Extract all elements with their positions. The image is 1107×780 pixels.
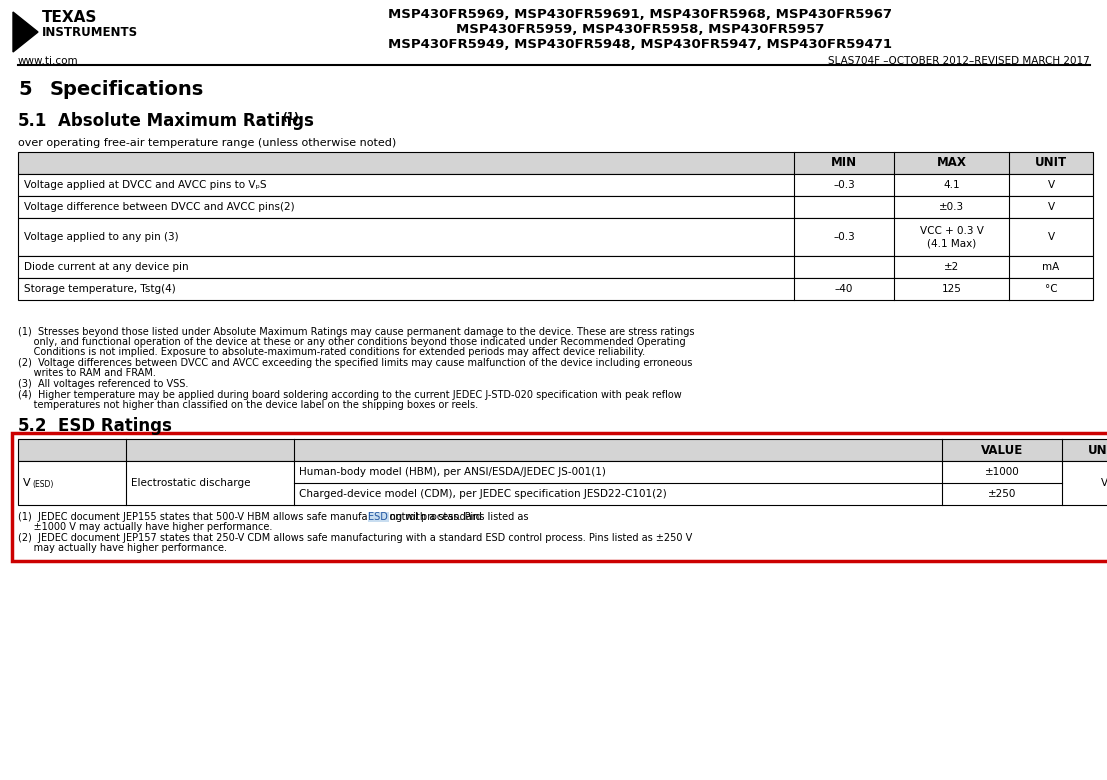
Text: MSP430FR5959, MSP430FR5958, MSP430FR5957: MSP430FR5959, MSP430FR5958, MSP430FR5957 xyxy=(456,23,825,36)
Text: ±1000: ±1000 xyxy=(984,467,1020,477)
Text: Voltage applied at DVCC and AVCC pins to VₚS: Voltage applied at DVCC and AVCC pins to… xyxy=(24,180,267,190)
Text: INSTRUMENTS: INSTRUMENTS xyxy=(42,26,138,39)
Text: V: V xyxy=(1047,180,1055,190)
Polygon shape xyxy=(13,12,38,52)
Text: (4)  Higher temperature may be applied during board soldering according to the c: (4) Higher temperature may be applied du… xyxy=(18,390,682,400)
Text: (1): (1) xyxy=(282,112,299,122)
Text: V: V xyxy=(1047,202,1055,212)
Text: V: V xyxy=(1100,478,1107,488)
Bar xyxy=(18,196,1093,218)
Text: (2)  Voltage differences between DVCC and AVCC exceeding the specified limits ma: (2) Voltage differences between DVCC and… xyxy=(18,358,692,368)
Text: (3)  All voltages referenced to VSS.: (3) All voltages referenced to VSS. xyxy=(18,379,188,389)
Text: MSP430FR5949, MSP430FR5948, MSP430FR5947, MSP430FR59471: MSP430FR5949, MSP430FR5948, MSP430FR5947… xyxy=(387,38,892,51)
Text: UNIT: UNIT xyxy=(1088,444,1107,456)
Text: ±1000 V may actually have higher performance.: ±1000 V may actually have higher perform… xyxy=(18,522,272,532)
Text: SLAS704F –OCTOBER 2012–REVISED MARCH 2017: SLAS704F –OCTOBER 2012–REVISED MARCH 201… xyxy=(828,56,1090,66)
Text: Specifications: Specifications xyxy=(50,80,205,99)
Text: may actually have higher performance.: may actually have higher performance. xyxy=(18,543,227,553)
Text: Storage temperature, Tstg(4): Storage temperature, Tstg(4) xyxy=(24,284,176,294)
Text: VALUE: VALUE xyxy=(981,444,1023,456)
Text: 125: 125 xyxy=(942,284,962,294)
Bar xyxy=(18,278,1093,300)
Text: Charged-device model (CDM), per JEDEC specification JESD22-C101(2): Charged-device model (CDM), per JEDEC sp… xyxy=(299,489,666,499)
Text: MSP430FR5969, MSP430FR59691, MSP430FR5968, MSP430FR5967: MSP430FR5969, MSP430FR59691, MSP430FR596… xyxy=(387,8,892,21)
Bar xyxy=(18,256,1093,278)
Text: MIN: MIN xyxy=(831,157,857,169)
Text: writes to RAM and FRAM.: writes to RAM and FRAM. xyxy=(18,368,156,378)
Text: 4.1: 4.1 xyxy=(943,180,960,190)
Text: www.ti.com: www.ti.com xyxy=(18,56,79,66)
Text: UNIT: UNIT xyxy=(1035,157,1067,169)
Text: over operating free-air temperature range (unless otherwise noted): over operating free-air temperature rang… xyxy=(18,138,396,148)
Text: Diode current at any device pin: Diode current at any device pin xyxy=(24,262,188,272)
Text: (ESD): (ESD) xyxy=(32,480,53,490)
Text: ESD: ESD xyxy=(369,512,389,522)
Text: 5: 5 xyxy=(18,80,32,99)
Text: ESD Ratings: ESD Ratings xyxy=(58,417,172,435)
Text: Voltage difference between DVCC and AVCC pins(2): Voltage difference between DVCC and AVCC… xyxy=(24,202,294,212)
Text: Electrostatic discharge: Electrostatic discharge xyxy=(131,478,250,488)
Text: Voltage applied to any pin (3): Voltage applied to any pin (3) xyxy=(24,232,178,242)
Text: mA: mA xyxy=(1043,262,1059,272)
Text: 5.1: 5.1 xyxy=(18,112,48,130)
Text: Conditions is not implied. Exposure to absolute-maximum-rated conditions for ext: Conditions is not implied. Exposure to a… xyxy=(18,347,645,357)
Text: –0.3: –0.3 xyxy=(834,232,855,242)
Text: (1)  Stresses beyond those listed under Absolute Maximum Ratings may cause perma: (1) Stresses beyond those listed under A… xyxy=(18,327,694,337)
Text: control process. Pins listed as: control process. Pins listed as xyxy=(381,512,528,522)
Bar xyxy=(18,218,1093,256)
Bar xyxy=(12,433,1107,561)
Text: MAX: MAX xyxy=(937,157,966,169)
Text: temperatures not higher than classified on the device label on the shipping boxe: temperatures not higher than classified … xyxy=(18,400,478,410)
Text: V: V xyxy=(1047,232,1055,242)
Text: –40: –40 xyxy=(835,284,853,294)
Text: (2)  JEDEC document JEP157 states that 250-V CDM allows safe manufacturing with : (2) JEDEC document JEP157 states that 25… xyxy=(18,533,692,543)
Text: (4.1 Max): (4.1 Max) xyxy=(927,238,976,248)
Text: V: V xyxy=(23,478,31,488)
Text: TEXAS: TEXAS xyxy=(42,10,97,25)
Text: °C: °C xyxy=(1045,284,1057,294)
Text: Absolute Maximum Ratings: Absolute Maximum Ratings xyxy=(58,112,314,130)
Text: Human-body model (HBM), per ANSI/ESDA/JEDEC JS-001(1): Human-body model (HBM), per ANSI/ESDA/JE… xyxy=(299,467,606,477)
Text: ±0.3: ±0.3 xyxy=(939,202,964,212)
Bar xyxy=(18,174,1093,196)
Text: ±2: ±2 xyxy=(944,262,959,272)
Text: only, and functional operation of the device at these or any other conditions be: only, and functional operation of the de… xyxy=(18,337,685,347)
Bar xyxy=(18,439,1107,461)
Text: 5.2: 5.2 xyxy=(18,417,48,435)
Text: (1)  JEDEC document JEP155 states that 500-V HBM allows safe manufacturing with : (1) JEDEC document JEP155 states that 50… xyxy=(18,512,485,522)
Text: VCC + 0.3 V: VCC + 0.3 V xyxy=(920,226,983,236)
Bar xyxy=(18,461,1107,505)
Bar xyxy=(18,152,1093,174)
Text: –0.3: –0.3 xyxy=(834,180,855,190)
Text: ±250: ±250 xyxy=(987,489,1016,499)
